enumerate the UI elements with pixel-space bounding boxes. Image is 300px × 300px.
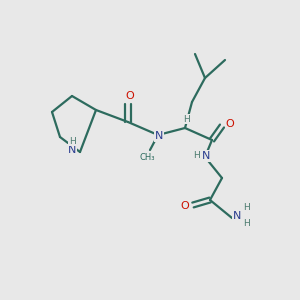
Text: H: H [194, 152, 200, 160]
Text: O: O [126, 91, 134, 101]
Text: O: O [181, 201, 189, 211]
Text: CH₃: CH₃ [139, 154, 155, 163]
Text: N: N [155, 131, 163, 141]
Text: N: N [202, 151, 210, 161]
Text: H: H [184, 115, 190, 124]
Text: H: H [243, 203, 249, 212]
Text: H: H [69, 136, 75, 146]
Text: O: O [226, 119, 234, 129]
Text: N: N [68, 145, 76, 155]
Text: N: N [233, 211, 241, 221]
Text: H: H [243, 218, 249, 227]
